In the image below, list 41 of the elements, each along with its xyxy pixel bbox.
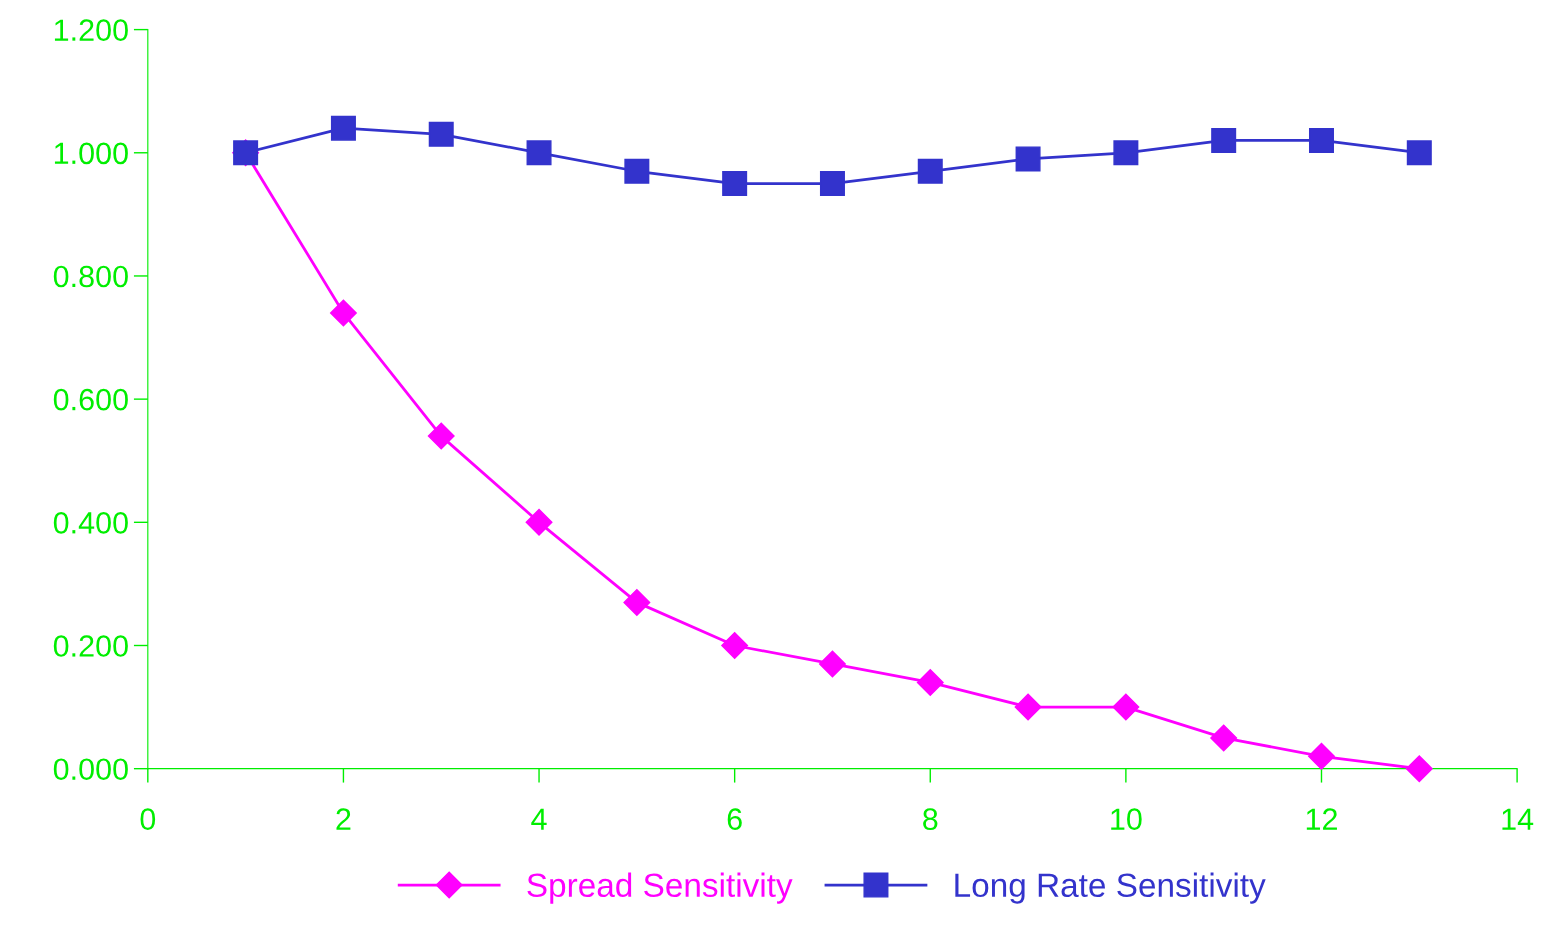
- point: [1015, 146, 1041, 172]
- x-tick-label: 10: [1111, 808, 1142, 831]
- point: [1112, 693, 1140, 721]
- x-tick-label: 8: [923, 808, 938, 831]
- y-tick-label: 0.200: [53, 635, 128, 657]
- point: [819, 171, 845, 197]
- point: [1211, 127, 1237, 153]
- point: [623, 588, 651, 616]
- point: [525, 508, 553, 536]
- legend-label: Long Rate Sensitivity: [955, 872, 1266, 904]
- point: [917, 158, 943, 184]
- x-tick-label: 0: [140, 808, 156, 831]
- point: [1405, 755, 1433, 783]
- y-tick-label: 0.000: [53, 758, 128, 781]
- x-tick-label: 14: [1502, 808, 1534, 830]
- point: [1308, 742, 1335, 770]
- point: [330, 115, 356, 141]
- point: [1113, 140, 1139, 166]
- y-tick-label: 0.600: [53, 388, 128, 411]
- y-tick-label: 0.800: [53, 265, 128, 288]
- x-tick-label: 6: [727, 808, 742, 831]
- point: [1406, 140, 1432, 166]
- point: [624, 158, 650, 184]
- point: [818, 650, 846, 678]
- point: [329, 299, 357, 327]
- x-tick-label: 4: [531, 808, 547, 830]
- y-tick-label: 1.200: [54, 19, 128, 41]
- x-tick-label: 12: [1306, 808, 1337, 830]
- legend-label: Spread Sensitivity: [527, 872, 793, 904]
- point: [1014, 693, 1042, 721]
- point: [722, 171, 748, 197]
- y-tick-label: 0.400: [53, 512, 128, 534]
- point: [526, 140, 552, 166]
- point: [916, 668, 944, 696]
- point: [1308, 127, 1334, 153]
- x-tick-label: 2: [336, 808, 351, 830]
- point: [1210, 724, 1238, 752]
- point: [428, 121, 454, 147]
- y-tick-label: 1.000: [54, 142, 128, 165]
- point: [721, 632, 749, 659]
- point: [427, 422, 455, 450]
